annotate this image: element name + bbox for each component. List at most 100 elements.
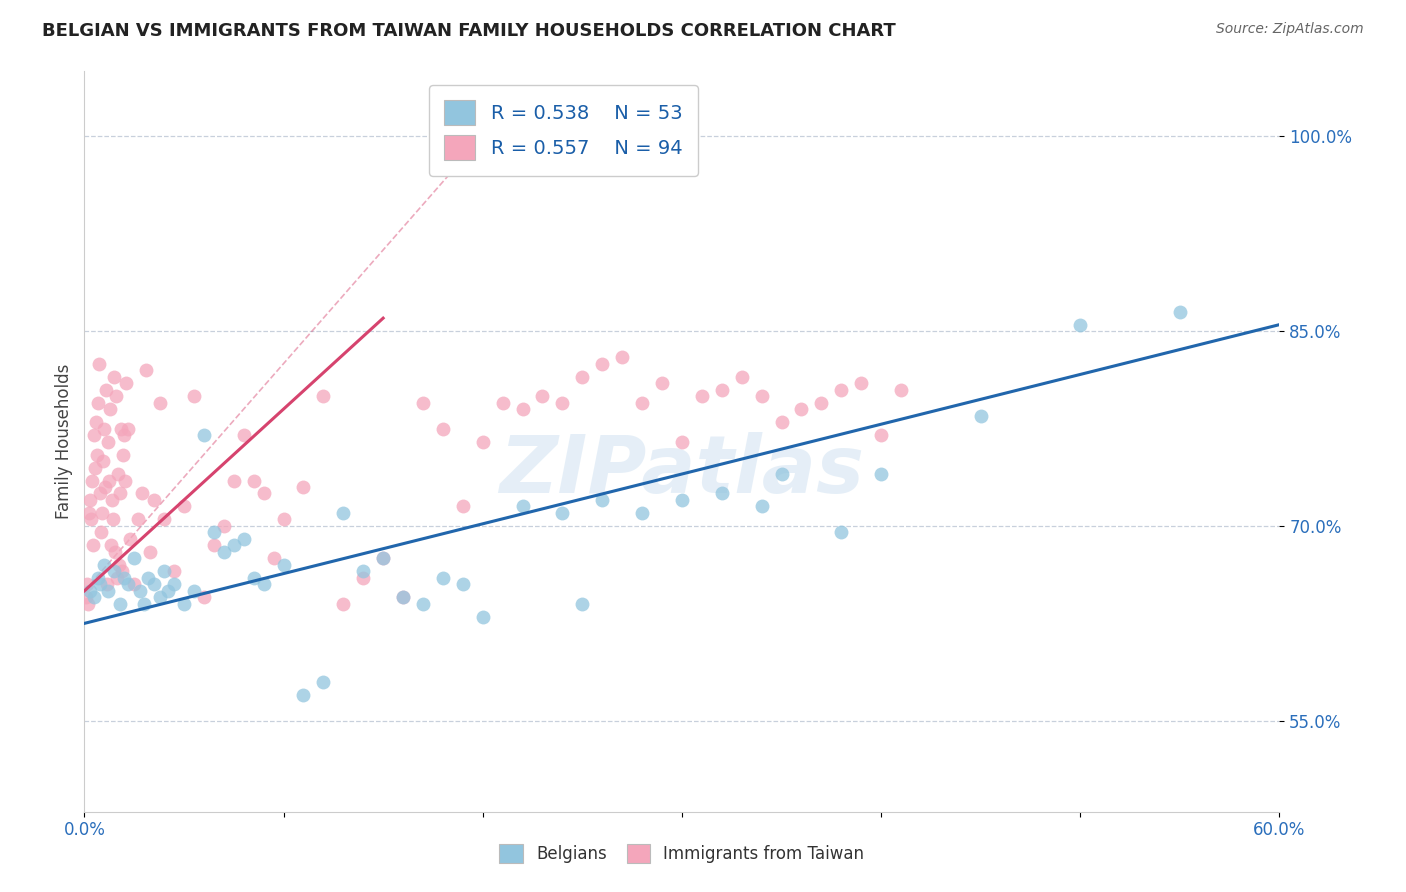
Point [671, 493, 693, 508]
Point [751, 500, 773, 514]
Point [112, 448, 135, 462]
Point [631, 506, 654, 520]
Point [690, 389, 713, 403]
Point [108, 558, 131, 572]
Point [89, 486, 111, 500]
Point [312, 389, 335, 403]
Point [117, 421, 139, 435]
Point [731, 369, 754, 384]
Point [91, 454, 114, 468]
Point [111, 565, 134, 579]
Point [132, 597, 156, 611]
Point [139, 545, 162, 559]
Point [157, 583, 180, 598]
Point [105, 571, 128, 585]
Point [242, 571, 264, 585]
Point [135, 363, 157, 377]
Point [373, 551, 395, 566]
Point [273, 512, 295, 526]
Point [97, 434, 120, 449]
Point [183, 389, 205, 403]
Point [100, 538, 122, 552]
Point [890, 383, 912, 397]
Point [432, 421, 454, 435]
Point [112, 428, 135, 442]
Point [103, 369, 125, 384]
Point [120, 532, 142, 546]
Point [790, 402, 813, 417]
Point [312, 674, 335, 689]
Point [89, 577, 111, 591]
Point [79, 493, 101, 508]
Point [551, 395, 574, 409]
Text: BELGIAN VS IMMIGRANTS FROM TAIWAN FAMILY HOUSEHOLDS CORRELATION CHART: BELGIAN VS IMMIGRANTS FROM TAIWAN FAMILY… [42, 22, 896, 40]
Point [631, 395, 654, 409]
Point [471, 434, 494, 449]
Point [591, 357, 613, 371]
Point [193, 591, 215, 605]
Point [222, 538, 245, 552]
Point [392, 591, 415, 605]
Point [212, 545, 235, 559]
Point [83, 591, 105, 605]
Point [492, 395, 515, 409]
Point [253, 486, 276, 500]
Point [143, 493, 166, 508]
Point [202, 525, 225, 540]
Point [97, 583, 120, 598]
Point [222, 474, 245, 488]
Point [110, 486, 132, 500]
Point [292, 688, 315, 702]
Point [512, 402, 534, 417]
Point [163, 577, 186, 591]
Point [412, 395, 434, 409]
Point [79, 583, 101, 598]
Point [149, 591, 172, 605]
Y-axis label: Family Households: Family Households [55, 364, 73, 519]
Point [332, 506, 354, 520]
Point [79, 506, 101, 520]
Point [193, 428, 215, 442]
Point [612, 350, 634, 364]
Point [352, 565, 374, 579]
Point [136, 571, 159, 585]
Point [253, 577, 276, 591]
Point [86, 448, 108, 462]
Point [91, 506, 114, 520]
Text: Source: ZipAtlas.com: Source: ZipAtlas.com [1216, 22, 1364, 37]
Point [104, 545, 127, 559]
Point [103, 512, 125, 526]
Point [242, 474, 264, 488]
Point [105, 389, 128, 403]
Point [127, 512, 149, 526]
Point [89, 357, 111, 371]
Point [432, 571, 454, 585]
Point [710, 383, 733, 397]
Point [212, 519, 235, 533]
Point [117, 577, 139, 591]
Point [96, 577, 118, 591]
Point [851, 376, 873, 390]
Point [93, 558, 115, 572]
Point [651, 376, 673, 390]
Point [143, 577, 166, 591]
Point [107, 467, 129, 481]
Point [80, 512, 103, 526]
Point [76, 577, 98, 591]
Point [232, 428, 254, 442]
Point [83, 428, 105, 442]
Point [84, 460, 107, 475]
Text: ZIPatlas: ZIPatlas [499, 432, 865, 510]
Point [970, 409, 993, 423]
Point [451, 500, 474, 514]
Point [571, 369, 593, 384]
Point [332, 597, 354, 611]
Point [94, 480, 117, 494]
Point [87, 571, 110, 585]
Point [103, 565, 125, 579]
Point [292, 480, 315, 494]
Point [122, 551, 145, 566]
Point [870, 428, 893, 442]
Point [77, 597, 100, 611]
Point [263, 551, 285, 566]
